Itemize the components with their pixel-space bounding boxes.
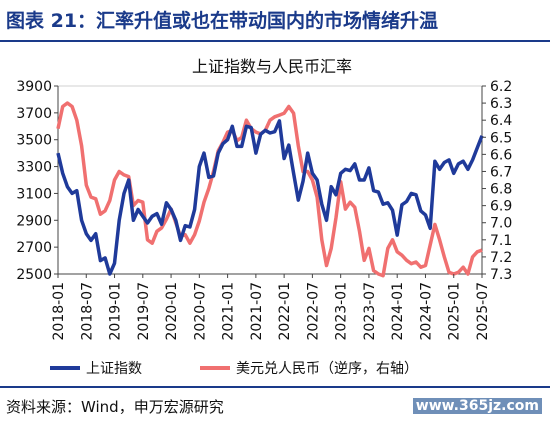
left-tick-label: 3500 xyxy=(16,133,52,149)
x-tick-label: 2024-07 xyxy=(418,282,434,341)
source-rule xyxy=(0,386,550,388)
left-tick-label: 3100 xyxy=(16,186,52,202)
left-tick-label: 3700 xyxy=(16,106,52,122)
right-tick-label: 7.1 xyxy=(490,233,512,249)
x-tick-label: 2019-07 xyxy=(136,282,152,341)
right-tick-label: 6.4 xyxy=(490,113,512,129)
right-tick-label: 6.8 xyxy=(490,182,512,198)
x-ticks: 2018-01 2018-07 2019-01 2019-07 2020-01 2020-… xyxy=(51,274,491,341)
chart: 上证指数与人民币汇率 2500 2700 2900 3100 3300 3500 3700 3… xyxy=(16,57,512,377)
x-tick-label: 2023-01 xyxy=(334,282,350,341)
title-rule xyxy=(0,40,550,42)
left-tick-label: 2900 xyxy=(16,213,52,229)
watermark: www.365jz.com xyxy=(412,398,542,414)
x-tick-label: 2025-07 xyxy=(475,282,491,341)
x-tick-label: 2023-07 xyxy=(362,282,378,341)
x-tick-label: 2020-07 xyxy=(192,282,208,341)
right-tick-label: 6.3 xyxy=(490,96,512,112)
x-tick-label: 2018-01 xyxy=(51,282,67,341)
usdcny-line xyxy=(56,101,483,278)
x-tick-label: 2024-01 xyxy=(390,282,406,341)
legend-label-shanghai: 上证指数 xyxy=(86,361,142,377)
x-tick-label: 2022-01 xyxy=(277,282,293,341)
series-usdcny xyxy=(56,101,483,278)
left-tick-label: 3300 xyxy=(16,160,52,176)
left-tick-label: 2500 xyxy=(16,267,52,283)
left-y-ticks: 2500 2700 2900 3100 3300 3500 3700 3900 xyxy=(16,79,58,283)
legend: 上证指数 美元兑人民币（逆序，右轴） xyxy=(50,361,418,377)
figure-title: 图表 21：汇率升值或也在带动国内的市场情绪升温 xyxy=(6,10,439,32)
series-shanghai xyxy=(56,119,484,276)
x-tick-label: 2020-01 xyxy=(164,282,180,341)
legend-label-usdcny: 美元兑人民币（逆序，右轴） xyxy=(236,361,418,377)
left-tick-label: 3900 xyxy=(16,79,52,95)
right-tick-label: 7.2 xyxy=(490,250,512,266)
x-tick-label: 2021-07 xyxy=(249,282,265,341)
right-y-ticks: 6.26.36.46.56.66.7 6.86.97.07.17.27.3 xyxy=(482,79,512,283)
x-tick-label: 2019-01 xyxy=(108,282,124,341)
right-tick-label: 6.9 xyxy=(490,199,512,215)
x-tick-label: 2025-01 xyxy=(447,282,463,341)
left-tick-label: 2700 xyxy=(16,240,52,256)
right-tick-label: 7.3 xyxy=(490,267,512,283)
plot-area xyxy=(57,85,483,275)
right-tick-label: 6.2 xyxy=(490,79,512,95)
chart-title: 上证指数与人民币汇率 xyxy=(192,57,352,76)
right-tick-label: 6.6 xyxy=(490,147,512,163)
right-tick-label: 6.5 xyxy=(490,130,512,146)
source-note: 资料来源：Wind，申万宏源研究 xyxy=(6,398,224,416)
right-tick-label: 6.7 xyxy=(490,164,512,180)
right-tick-label: 7.0 xyxy=(490,216,512,232)
x-tick-label: 2018-07 xyxy=(79,282,95,341)
shanghai-index-line xyxy=(56,119,484,276)
x-tick-label: 2021-01 xyxy=(221,282,237,341)
x-tick-label: 2022-07 xyxy=(305,282,321,341)
